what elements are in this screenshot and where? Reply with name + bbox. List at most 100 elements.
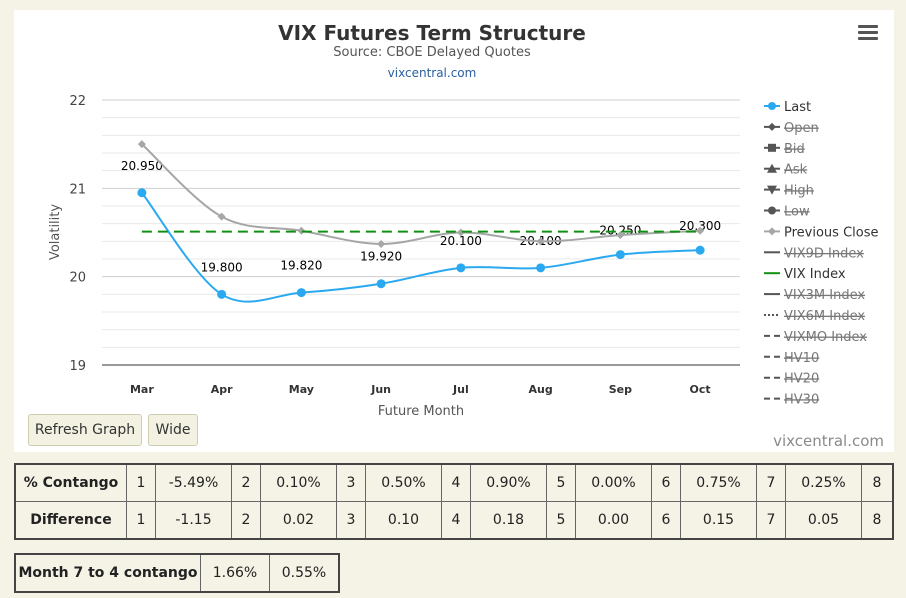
data-point-last[interactable] [137,188,147,198]
x-tick-label: Jun [370,383,391,396]
legend-item-label[interactable]: VIX9D Index [784,246,864,261]
cell-value: 0.50% [365,463,442,502]
legend-marker [767,185,777,195]
month-number: 2 [231,501,261,540]
data-point-previous-close[interactable] [297,226,306,235]
cell-value: 0.75% [680,463,757,502]
legend-item-label[interactable]: Ask [784,163,808,178]
cell-value: -1.15 [155,501,232,540]
cell-value: 0.00% [575,463,652,502]
month-number: 6 [651,463,681,502]
data-label: 20.300 [679,219,721,233]
month-number: 8 [861,463,894,502]
chart-subtitle: Source: CBOE Delayed Quotes [333,45,531,60]
data-point-last[interactable] [615,250,625,260]
chart-panel: VIX Futures Term Structure Source: CBOE D… [14,10,894,452]
legend-item-label[interactable]: Previous Close [784,225,879,240]
cell-value: 0.15 [680,501,757,540]
data-label: 19.920 [360,250,402,264]
watermark: vixcentral.com [773,432,884,450]
cell-value: 0.10 [365,501,442,540]
legend-marker [768,122,776,131]
source-link[interactable]: vixcentral.com [388,66,477,80]
data-point-last[interactable] [296,288,306,298]
cell-value: 0.18 [470,501,547,540]
wide-button[interactable]: Wide [148,414,198,446]
cell-value: -5.49% [155,463,232,502]
data-point-previous-close[interactable] [377,239,386,248]
cell-value: 0.05 [785,501,862,540]
data-label: 19.800 [201,260,243,274]
data-point-last[interactable] [217,289,227,299]
month-number: 6 [651,501,681,540]
data-label: 20.950 [121,159,163,173]
month-number: 5 [546,501,576,540]
contango-table: % Contango 1 -5.49% 2 0.10% 3 0.50% 4 0.90% 5 0.00… [14,463,894,540]
data-point-previous-close[interactable] [536,237,545,246]
month-contango-table: Month 7 to 4 contango 1.66% 0.55% [14,553,340,593]
legend-item-label[interactable]: Bid [784,142,805,157]
month-number: 3 [336,501,366,540]
contango-row: % Contango 1 -5.49% 2 0.10% 3 0.50% 4 0.90% 5 0.00… [14,463,894,502]
contango-row: Difference 1 -1.15 2 0.02 3 0.10 4 0.18 5 0.00 6 0.1… [14,501,894,540]
data-point-last[interactable] [376,279,386,289]
month-number: 4 [441,501,471,540]
x-tick-label: Sep [609,383,632,396]
data-point-previous-close[interactable] [456,228,465,237]
month-contango-row: Month 7 to 4 contango 1.66% 0.55% [14,553,340,593]
legend-item-label[interactable]: VIX Index [784,267,846,282]
month-number: 7 [756,463,786,502]
cell-value: 0.00 [575,501,652,540]
month-number: 5 [546,463,576,502]
legend-item-label[interactable]: High [784,184,814,199]
y-tick-label: 22 [69,94,86,109]
legend-item-label[interactable]: Last [784,100,811,115]
month-number: 8 [861,501,894,540]
row-label: Difference [14,501,127,540]
x-tick-label: Aug [529,383,553,396]
cell-value: 0.10% [260,463,337,502]
data-point-last[interactable] [456,263,466,273]
data-point-previous-close[interactable] [696,226,705,235]
month-number: 7 [756,501,786,540]
cell-value: 0.02 [260,501,337,540]
y-tick-label: 19 [69,359,86,374]
x-tick-label: Apr [211,383,233,396]
cell-value: 0.25% [785,463,862,502]
data-point-previous-close[interactable] [616,231,625,240]
data-point-last[interactable] [536,263,546,273]
legend-item-label[interactable]: VIXMO Index [784,330,867,345]
data-point-previous-close[interactable] [217,212,226,221]
menu-icon[interactable] [858,25,878,41]
month-number: 1 [126,501,156,540]
series-line-last [141,192,701,303]
month-number: 1 [126,463,156,502]
legend-item-label[interactable]: HV30 [784,393,819,408]
legend-item-label[interactable]: VIX3M Index [784,288,865,303]
month-contango-value: 1.66% [200,553,270,593]
legend-marker [768,206,776,215]
month-contango-value: 0.55% [269,553,340,593]
legend-marker [768,227,776,236]
legend-item-label[interactable]: HV10 [784,351,819,366]
month-number: 2 [231,463,261,502]
data-point-previous-close[interactable] [137,140,146,149]
y-tick-label: 21 [69,182,86,197]
legend-item-label[interactable]: HV20 [784,372,819,387]
data-label: 20.100 [440,234,482,248]
data-point-last[interactable] [695,245,705,255]
refresh-graph-button[interactable]: Refresh Graph [28,414,142,446]
legend-item-label[interactable]: Low [784,205,810,220]
legend-marker [767,163,777,173]
x-tick-label: May [289,383,314,396]
legend-marker [768,102,776,110]
legend-marker [768,143,776,152]
legend-item-label[interactable]: VIX6M Index [784,309,865,324]
month-contango-label: Month 7 to 4 contango [14,553,201,593]
month-number: 3 [336,463,366,502]
legend-item-label[interactable]: Open [784,121,819,136]
x-tick-label: Jul [452,383,469,396]
x-axis-label: Future Month [378,404,464,419]
row-label: % Contango [14,463,127,502]
